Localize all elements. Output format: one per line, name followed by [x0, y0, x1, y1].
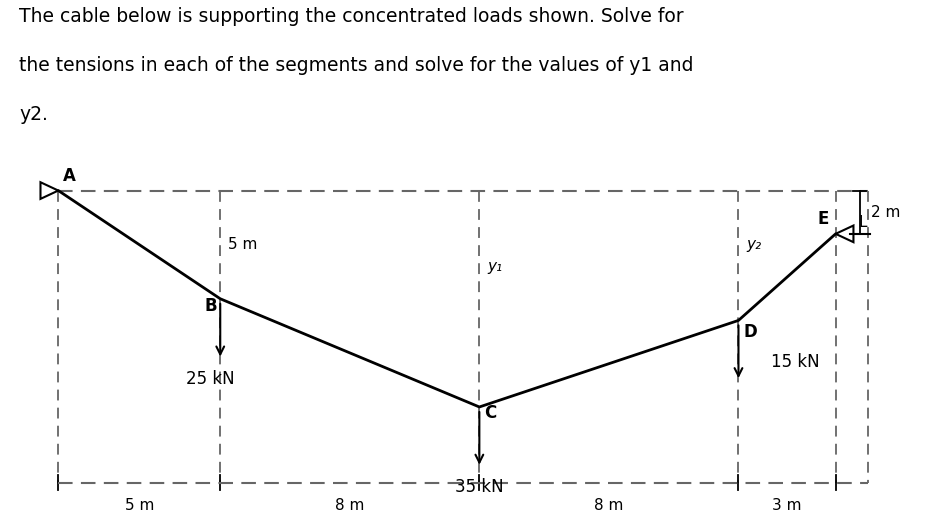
Text: 35 kN: 35 kN — [456, 478, 504, 497]
Text: 8 m: 8 m — [594, 498, 623, 513]
Text: 5 m: 5 m — [124, 498, 154, 513]
Text: The cable below is supporting the concentrated loads shown. Solve for: The cable below is supporting the concen… — [19, 7, 683, 26]
Text: 15 kN: 15 kN — [771, 353, 820, 371]
Text: 5 m: 5 m — [229, 237, 258, 252]
Text: y₁: y₁ — [488, 259, 503, 274]
Text: E: E — [818, 210, 829, 228]
Text: L: L — [858, 215, 866, 229]
Text: 2 m: 2 m — [871, 205, 901, 220]
Text: y2.: y2. — [19, 105, 47, 124]
Text: y₂: y₂ — [747, 237, 762, 252]
Text: 3 m: 3 m — [772, 498, 802, 513]
Text: C: C — [484, 404, 496, 422]
Text: the tensions in each of the segments and solve for the values of y1 and: the tensions in each of the segments and… — [19, 56, 694, 75]
Text: 8 m: 8 m — [335, 498, 364, 513]
Text: D: D — [743, 322, 757, 340]
Text: 25 kN: 25 kN — [186, 370, 234, 388]
Text: A: A — [64, 167, 76, 185]
Text: B: B — [204, 297, 217, 315]
